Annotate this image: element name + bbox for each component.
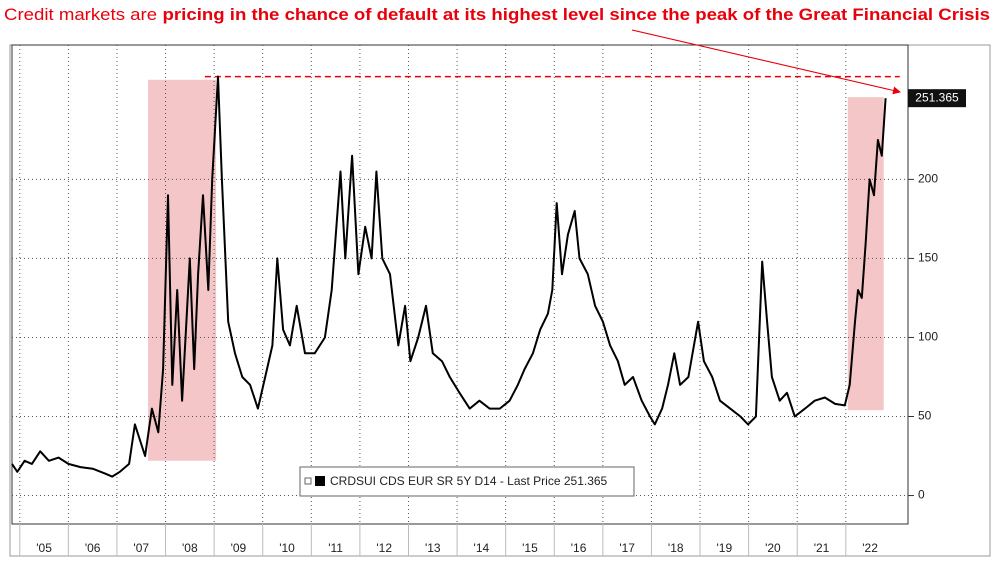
x-tick-label: '15	[522, 541, 538, 555]
x-tick-label: '07	[133, 541, 149, 555]
legend-swatch	[315, 476, 325, 486]
legend-box	[299, 466, 635, 497]
last-price-label: 251.365	[915, 90, 959, 104]
title-bold: pricing in the chance of default at its …	[163, 5, 990, 24]
y-tick-label: 50	[918, 409, 932, 423]
x-tick-label: '22	[862, 541, 878, 555]
x-tick-label: '21	[814, 541, 830, 555]
x-tick-label: '16	[571, 541, 587, 555]
title-normal: Credit markets are	[4, 5, 157, 24]
x-tick-label: '10	[279, 541, 295, 555]
x-tick-label: '12	[376, 541, 392, 555]
y-tick-label: 0	[918, 488, 925, 502]
x-tick-label: '08	[182, 541, 198, 555]
x-tick-label: '14	[474, 541, 490, 555]
x-tick-label: '06	[85, 541, 101, 555]
last-price-box	[908, 89, 966, 108]
legend-label: CRDSUI CDS EUR SR 5Y D14 - Last Price 25…	[330, 474, 608, 488]
x-tick-label: '19	[717, 541, 733, 555]
y-tick-label: 150	[918, 251, 938, 265]
series-line	[11, 75, 887, 478]
x-tick-label: '17	[619, 541, 635, 555]
chart-title: Credit markets are pricing in the chance …	[4, 5, 990, 24]
x-tick-label: '11	[328, 541, 343, 555]
x-tick-label: '13	[425, 541, 441, 555]
legend-toggle	[304, 477, 312, 485]
annotation-arrow	[631, 29, 901, 95]
legend: CRDSUI CDS EUR SR 5Y D14 - Last Price 25…	[299, 466, 635, 497]
x-tick-label: '20	[765, 541, 781, 555]
x-tick-label: '18	[668, 541, 684, 555]
x-tick-label: '05	[36, 541, 52, 555]
y-tick-label: 100	[918, 330, 938, 344]
y-tick-label: 200	[918, 172, 938, 186]
shaded-region	[148, 79, 217, 461]
x-tick-label: '09	[231, 541, 247, 555]
